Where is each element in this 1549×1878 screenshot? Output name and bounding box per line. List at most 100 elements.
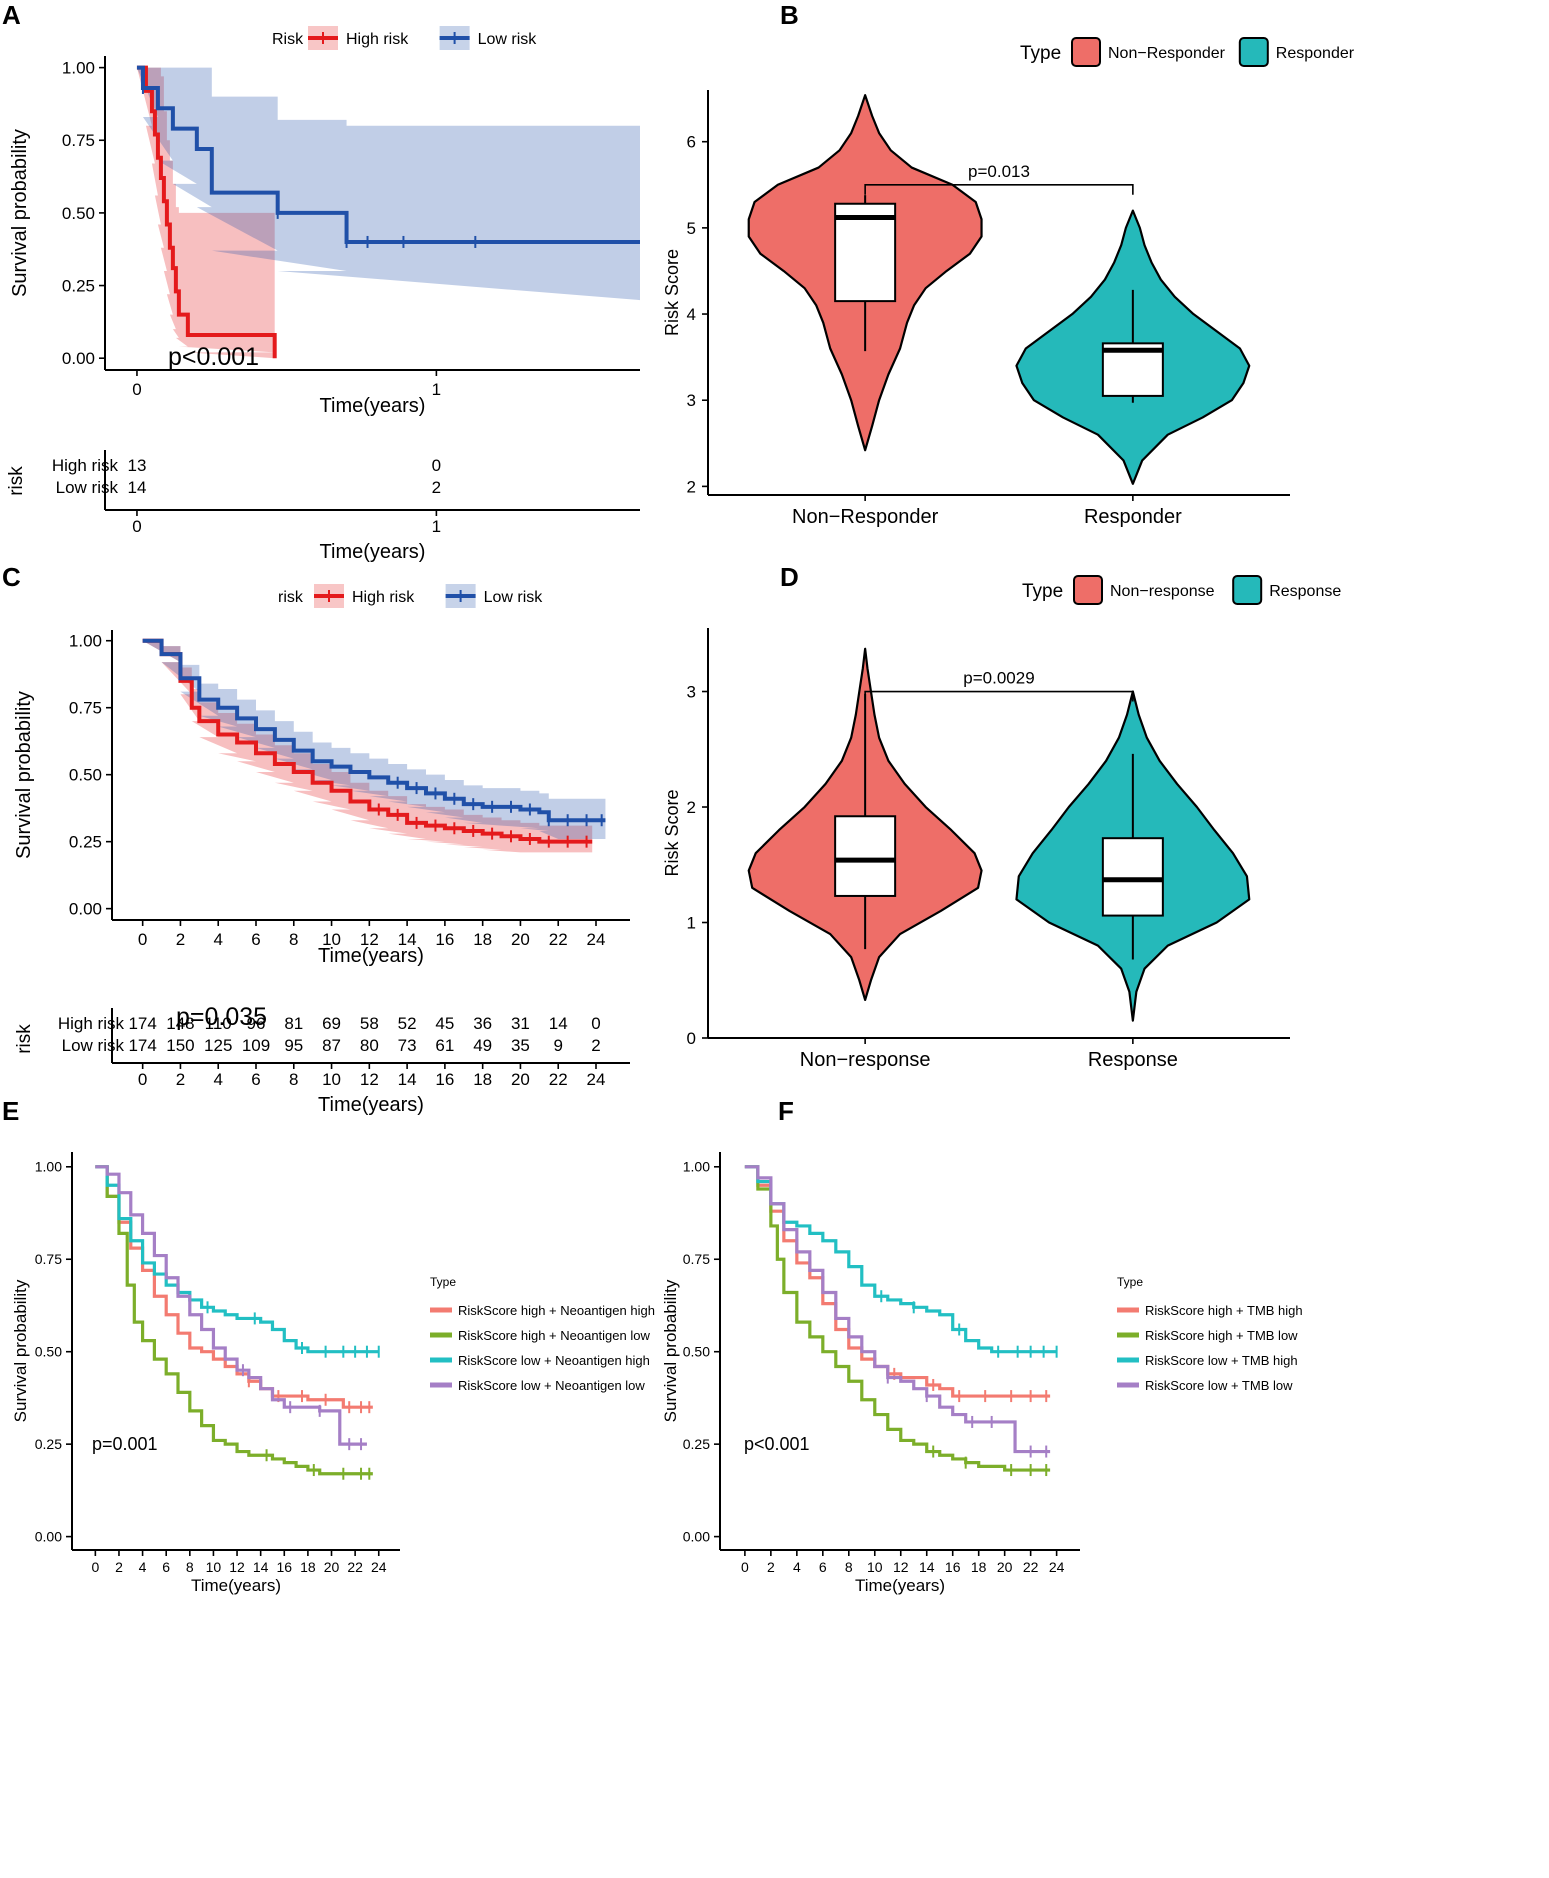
y-axis-title: Survival probability <box>13 691 35 859</box>
x-tick-label: 0 <box>741 1559 749 1575</box>
x-tick-label: Non−Responder <box>792 506 939 528</box>
risk-x-tick-label: 14 <box>398 1070 417 1089</box>
x-tick-label: 14 <box>919 1559 935 1575</box>
risk-count: 49 <box>473 1036 492 1055</box>
legend-key <box>1071 37 1101 67</box>
risk-count: 95 <box>284 1036 303 1055</box>
legend-label: RiskScore low + TMB high <box>1145 1353 1298 1368</box>
risk-count: 73 <box>398 1036 417 1055</box>
x-tick-label: 8 <box>186 1559 194 1575</box>
legend-label: Non−Responder <box>1108 45 1226 62</box>
km-curve-1 <box>142 638 606 823</box>
p-value: p<0.001 <box>744 1434 810 1454</box>
risk-count: 61 <box>435 1036 454 1055</box>
y-tick-label: 0.75 <box>35 1251 62 1267</box>
y-tick-label: 0.00 <box>683 1529 710 1545</box>
y-tick-label: 1.00 <box>35 1159 62 1175</box>
legend-label: Response <box>1269 583 1341 600</box>
x-tick-label: 12 <box>893 1559 909 1575</box>
panel-letter: B <box>780 0 799 30</box>
x-tick-label: 2 <box>176 930 185 949</box>
x-tick-label: 20 <box>511 930 530 949</box>
km-curve-2 <box>95 1165 379 1354</box>
y-tick-label: 0.75 <box>683 1251 710 1267</box>
legend-label: RiskScore high + TMB high <box>1145 1303 1303 1318</box>
risk-count: 80 <box>360 1036 379 1055</box>
risk-x-tick-label: 6 <box>251 1070 260 1089</box>
legend-title: Type <box>430 1275 456 1289</box>
p-value: p=0.013 <box>968 162 1030 181</box>
legend-label: High risk <box>352 589 415 606</box>
legend-title: Type <box>1022 581 1063 602</box>
ci-band-1 <box>142 640 606 839</box>
km-curve-3 <box>95 1165 367 1446</box>
x-tick-label: 4 <box>793 1559 801 1575</box>
y-tick-label: 0.00 <box>62 349 95 368</box>
risk-row-label: Low risk <box>62 1036 125 1055</box>
y-axis-title: Risk Score <box>662 789 682 876</box>
km-curve-1 <box>744 1165 1051 1472</box>
x-tick-label: 8 <box>845 1559 853 1575</box>
risk-count: 125 <box>204 1036 232 1055</box>
x-tick-label: 24 <box>587 930 606 949</box>
km-curve-0 <box>142 638 593 844</box>
risk-count: 0 <box>591 1014 600 1033</box>
y-tick-label: 0.00 <box>69 900 102 919</box>
y-tick-label: 3 <box>687 683 696 702</box>
x-tick-label: 12 <box>360 930 379 949</box>
x-tick-label: 1 <box>432 380 441 399</box>
risk-count: 110 <box>205 1014 232 1033</box>
y-axis-title: Risk Score <box>662 249 682 336</box>
p-value: p=0.035 <box>176 1003 267 1031</box>
x-tick-label: 6 <box>819 1559 827 1575</box>
risk-count: 2 <box>591 1036 600 1055</box>
risk-row-label: High risk <box>52 456 119 475</box>
km-curve-0 <box>136 65 277 359</box>
x-tick-label: 22 <box>347 1559 363 1575</box>
risk-table-title: risk <box>14 1024 35 1054</box>
km-curve-1 <box>136 65 640 244</box>
risk-x-tick-label: 2 <box>176 1070 185 1089</box>
x-tick-label: 20 <box>997 1559 1013 1575</box>
x-tick-label: 6 <box>251 930 260 949</box>
x-tick-label: Non−response <box>800 1049 931 1071</box>
x-axis-title: Time(years) <box>320 395 426 417</box>
risk-count: 14 <box>549 1014 568 1033</box>
x-tick-label: 16 <box>276 1559 292 1575</box>
x-tick-label: Response <box>1088 1049 1178 1071</box>
panel-letter: C <box>2 562 21 592</box>
risk-x-tick-label: 10 <box>322 1070 341 1089</box>
y-tick-label: 2 <box>687 477 696 496</box>
y-tick-label: 0.50 <box>683 1344 710 1360</box>
y-tick-label: 6 <box>687 133 696 152</box>
km-curve-0 <box>95 1165 373 1409</box>
box-body <box>1101 837 1164 917</box>
panel-E: E0.000.250.500.751.000 2 4 6 8 10 12 14 16 18 20 22… <box>2 1096 655 1595</box>
risk-x-tick-label: 0 <box>132 517 141 536</box>
legend-key <box>1232 575 1263 605</box>
x-tick-label: 2 <box>115 1559 123 1575</box>
risk-count: 58 <box>360 1014 379 1033</box>
p-value: p=0.001 <box>92 1434 158 1454</box>
panel-letter: F <box>778 1096 794 1126</box>
x-tick-label: 22 <box>1023 1559 1039 1575</box>
risk-count: 87 <box>322 1036 341 1055</box>
legend-label: Responder <box>1276 45 1355 62</box>
y-tick-label: 0.75 <box>62 131 95 150</box>
y-axis-title: Survival probability <box>11 1279 30 1422</box>
risk-x-tick-label: 22 <box>549 1070 568 1089</box>
y-tick-label: 2 <box>687 798 696 817</box>
risk-count: 14 <box>127 478 146 497</box>
y-tick-label: 0.50 <box>35 1344 62 1360</box>
panel-letter: A <box>2 0 21 30</box>
x-tick-label: 18 <box>971 1559 987 1575</box>
risk-count: 35 <box>511 1036 530 1055</box>
x-tick-label: 12 <box>229 1559 245 1575</box>
y-tick-label: 0.25 <box>69 833 102 852</box>
y-tick-label: 3 <box>687 391 696 410</box>
risk-x-tick-label: 18 <box>473 1070 492 1089</box>
significance-bracket <box>864 183 1134 195</box>
legend-label: RiskScore high + Neoantigen high <box>458 1303 655 1318</box>
legend-label: RiskScore low + Neoantigen high <box>458 1353 650 1368</box>
risk-x-tick-label: 12 <box>360 1070 379 1089</box>
